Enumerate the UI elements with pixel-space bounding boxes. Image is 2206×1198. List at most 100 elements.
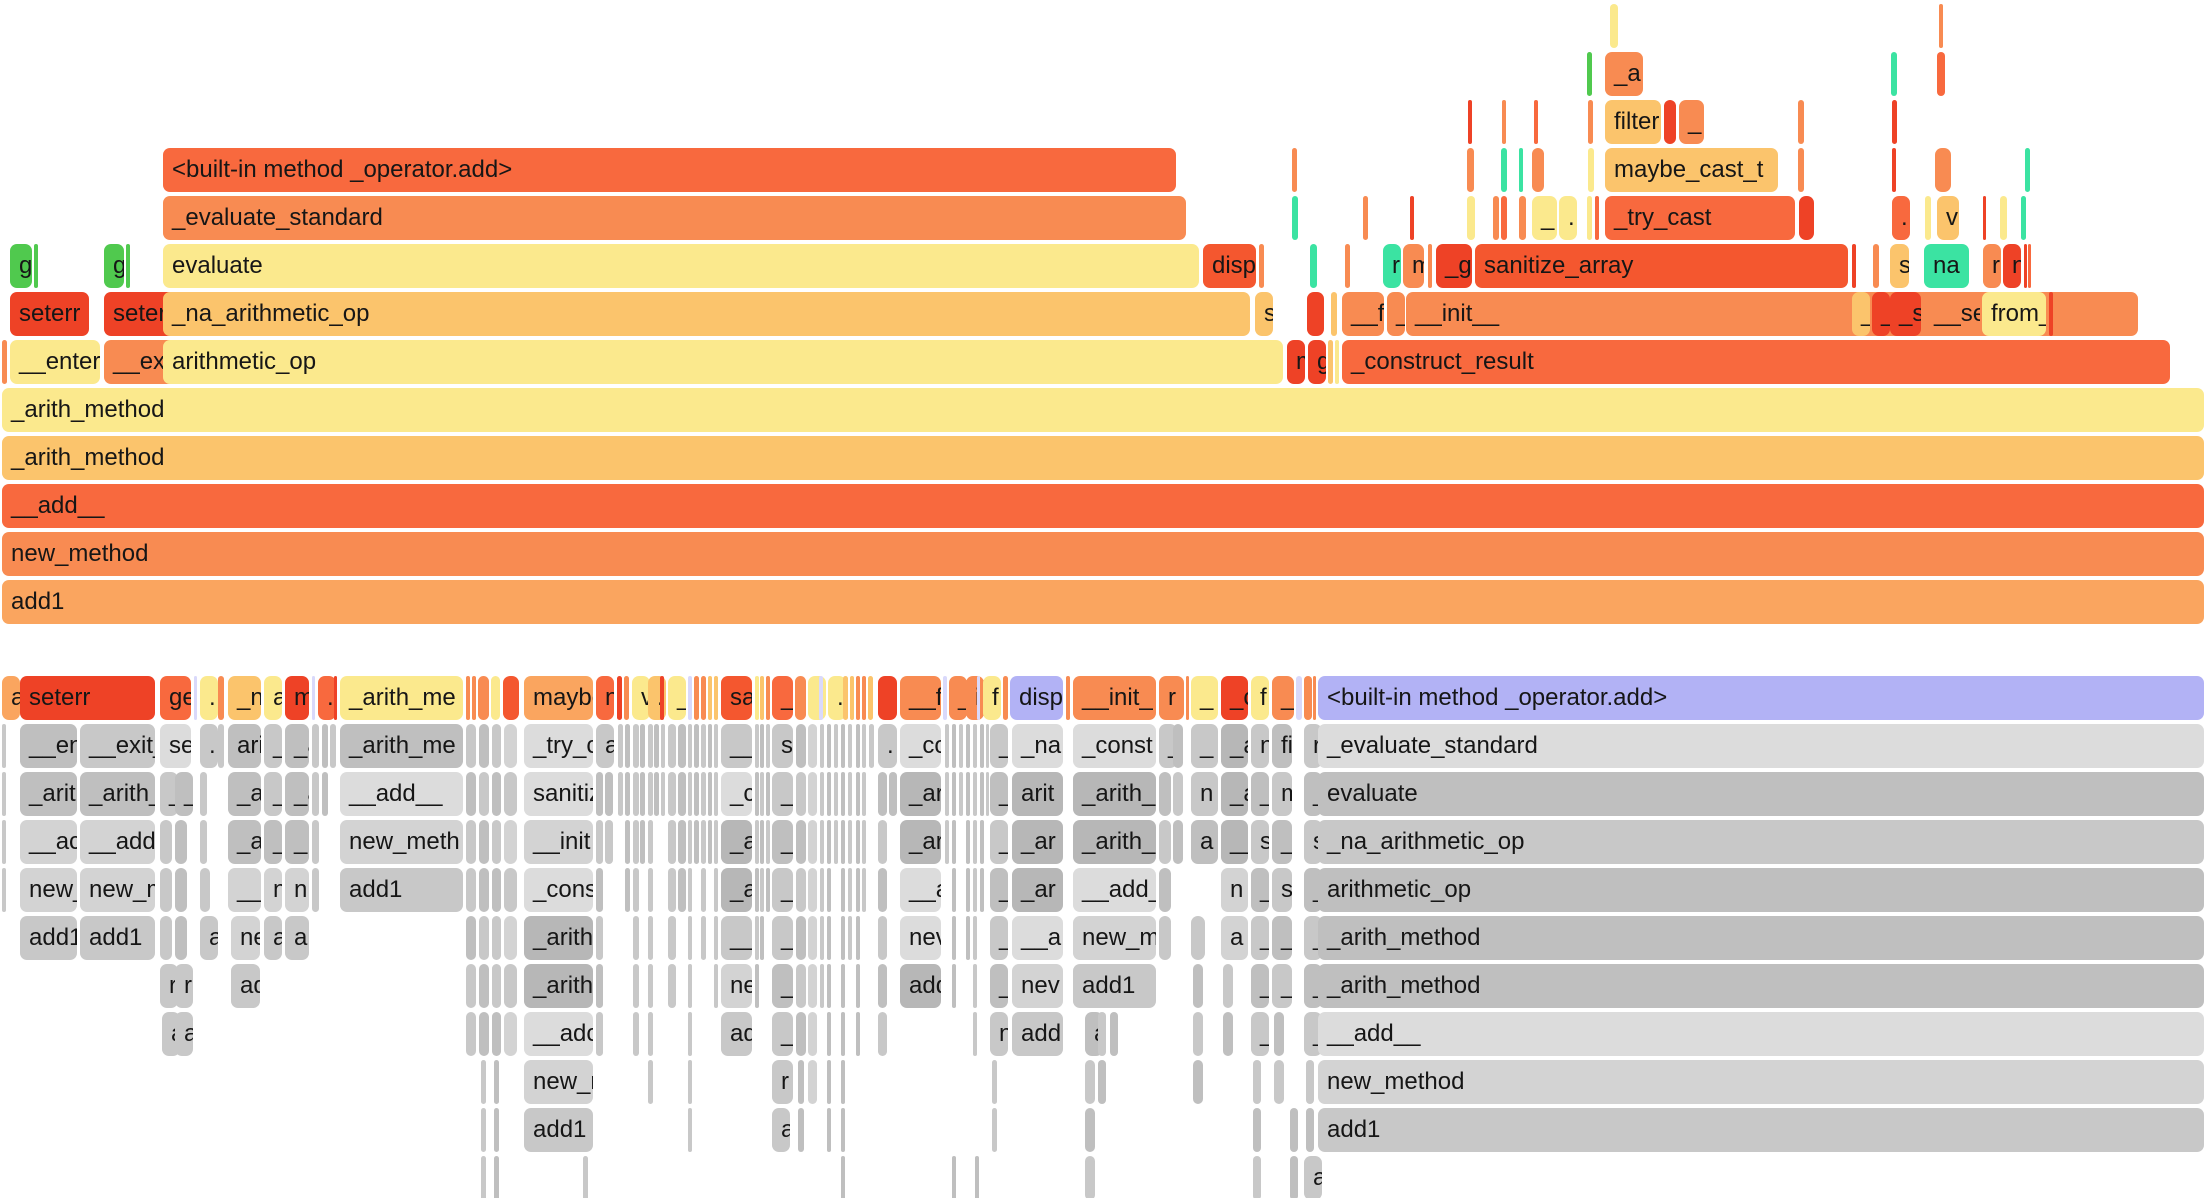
flame-bar[interactable] — [766, 676, 770, 720]
flame-bar[interactable] — [504, 964, 517, 1008]
flame-bar[interactable] — [878, 1012, 887, 1056]
flame-bar[interactable] — [334, 676, 337, 720]
flame-bar[interactable] — [312, 772, 319, 816]
flame-bar[interactable]: ari — [228, 724, 261, 768]
flame-bar[interactable]: add1 — [1073, 964, 1156, 1008]
flame-bar[interactable] — [668, 820, 676, 864]
flame-bar[interactable] — [1304, 676, 1312, 720]
flame-bar[interactable] — [841, 868, 845, 912]
flame-bar[interactable] — [980, 772, 984, 816]
flame-bar[interactable] — [856, 916, 860, 960]
flame-bar[interactable] — [1852, 244, 1856, 288]
flame-bar[interactable] — [796, 916, 806, 960]
flame-bar[interactable]: ad — [231, 964, 260, 1008]
flame-bar[interactable] — [218, 676, 224, 720]
flame-bar[interactable] — [1363, 196, 1368, 240]
flame-bar[interactable]: a — [264, 676, 282, 720]
flame-bar[interactable]: a — [2, 676, 20, 720]
flame-bar[interactable] — [959, 772, 963, 816]
flame-bar[interactable] — [492, 916, 501, 960]
flame-bar[interactable]: add1 — [524, 1108, 593, 1152]
flame-bar[interactable]: new_method — [1318, 1060, 2204, 1104]
flame-bar[interactable] — [479, 724, 489, 768]
flame-bar[interactable] — [878, 676, 897, 720]
flame-bar[interactable]: _arith_ — [80, 772, 155, 816]
flame-bar[interactable]: _na_arithmetic_op — [163, 292, 1250, 336]
flame-bar[interactable]: fi — [1272, 724, 1292, 768]
flame-bar[interactable] — [856, 964, 860, 1008]
flame-bar[interactable] — [869, 724, 874, 768]
flame-bar[interactable]: . — [828, 676, 846, 720]
flame-bar[interactable] — [678, 868, 686, 912]
flame-bar[interactable] — [1935, 148, 1951, 192]
flame-bar[interactable]: _n — [228, 676, 261, 720]
flame-bar[interactable] — [1428, 244, 1432, 288]
flame-bar[interactable] — [1085, 1060, 1095, 1104]
flame-bar[interactable] — [878, 772, 887, 816]
flame-bar[interactable] — [312, 724, 319, 768]
flame-bar[interactable] — [596, 772, 603, 816]
flame-bar[interactable]: _na_arithmetic_op — [1318, 820, 2204, 864]
flame-bar[interactable]: __init_ — [1073, 676, 1156, 720]
flame-bar[interactable]: _ — [175, 772, 193, 816]
flame-bar[interactable] — [708, 820, 712, 864]
flame-bar[interactable]: a — [596, 724, 614, 768]
flame-bar[interactable]: _na — [1012, 724, 1063, 768]
flame-bar[interactable] — [2, 724, 6, 768]
flame-bar[interactable]: . — [1892, 196, 1910, 240]
flame-bar[interactable] — [668, 772, 676, 816]
flame-bar[interactable] — [701, 820, 706, 864]
flame-bar[interactable] — [654, 772, 659, 816]
flame-bar[interactable] — [820, 724, 824, 768]
flame-bar[interactable] — [1534, 100, 1538, 144]
flame-bar[interactable] — [492, 964, 501, 1008]
flame-bar[interactable] — [827, 916, 831, 960]
flame-bar[interactable] — [714, 772, 718, 816]
flame-bar[interactable]: s — [1890, 244, 1909, 288]
flame-bar[interactable] — [479, 772, 489, 816]
flame-bar[interactable] — [661, 772, 665, 816]
flame-bar[interactable]: new_ — [20, 868, 77, 912]
flame-bar[interactable]: _ — [1251, 1012, 1269, 1056]
flame-bar[interactable] — [827, 772, 831, 816]
flame-bar[interactable] — [312, 868, 319, 912]
flame-bar[interactable] — [973, 724, 977, 768]
flame-bar[interactable]: s — [1304, 820, 1322, 864]
flame-bar[interactable] — [714, 868, 718, 912]
flame-bar[interactable] — [755, 772, 759, 816]
flame-bar[interactable]: _ — [1852, 292, 1870, 336]
flame-bar[interactable]: _ — [160, 772, 178, 816]
flame-bar[interactable] — [827, 868, 831, 912]
flame-bar[interactable]: __ — [721, 916, 752, 960]
flame-bar[interactable]: _ar — [1012, 820, 1063, 864]
flame-bar[interactable] — [1253, 1156, 1261, 1198]
flame-bar[interactable] — [862, 868, 866, 912]
flame-bar[interactable] — [834, 820, 838, 864]
flame-bar[interactable]: _arith_method — [1318, 964, 2204, 1008]
flame-bar[interactable] — [841, 1060, 845, 1104]
flame-bar[interactable] — [714, 964, 718, 1008]
flame-bar[interactable]: _arith_ — [1073, 772, 1156, 816]
flame-bar[interactable]: add1 — [1318, 1108, 2204, 1152]
flame-bar[interactable] — [1892, 148, 1896, 192]
flame-bar[interactable]: seterr — [10, 292, 89, 336]
flame-bar[interactable]: _a — [1221, 724, 1248, 768]
flame-bar[interactable]: r — [1159, 676, 1184, 720]
flame-bar[interactable]: _arith — [524, 916, 593, 960]
flame-bar[interactable] — [952, 916, 956, 960]
flame-bar[interactable] — [688, 820, 692, 864]
flame-bar[interactable]: evaluate — [1318, 772, 2204, 816]
flame-bar[interactable]: _ — [772, 964, 793, 1008]
flame-bar[interactable]: _ — [772, 916, 793, 960]
flame-bar[interactable] — [1519, 196, 1526, 240]
flame-bar[interactable] — [1939, 4, 1943, 48]
flame-bar[interactable] — [760, 772, 764, 816]
flame-bar[interactable]: _ar — [1012, 868, 1063, 912]
flame-bar[interactable] — [966, 868, 970, 912]
flame-bar[interactable] — [625, 772, 630, 816]
flame-bar[interactable] — [943, 676, 947, 720]
flame-bar[interactable] — [808, 1060, 817, 1104]
flame-bar[interactable]: nev — [1012, 964, 1063, 1008]
flame-bar[interactable]: r — [772, 1060, 793, 1104]
flame-bar[interactable] — [1588, 100, 1593, 144]
